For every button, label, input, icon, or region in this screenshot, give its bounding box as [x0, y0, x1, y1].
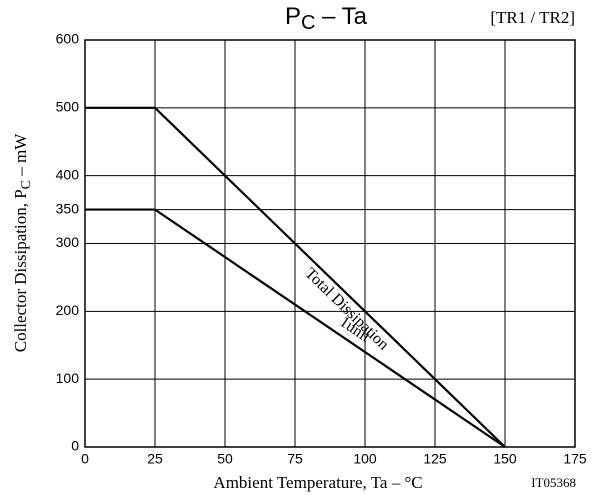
x-tick-label: 75 — [287, 451, 303, 467]
data-line — [85, 208, 506, 448]
data-line — [85, 106, 506, 448]
y-tick-label: 300 — [56, 234, 80, 250]
y-tick-label: 100 — [56, 370, 80, 386]
y-tick-label: 500 — [56, 99, 80, 115]
title-part: P — [285, 3, 301, 30]
x-tick-label: 0 — [81, 451, 89, 467]
x-tick-label: 175 — [563, 451, 587, 467]
figure-id: IT05368 — [531, 475, 576, 490]
title-subscript: C — [301, 12, 315, 34]
y-axis-label: Collector Dissipation, PC – mW — [11, 133, 34, 352]
y-tick-label: 350 — [56, 200, 80, 216]
y-tick-label: 200 — [56, 302, 80, 318]
x-axis-label: Ambient Temperature, Ta – °C — [213, 473, 422, 492]
x-tick-label: 25 — [147, 451, 163, 467]
x-tick-label: 50 — [217, 451, 233, 467]
y-tick-label: 400 — [56, 166, 80, 182]
y-tick-label: 0 — [71, 438, 79, 454]
label-subscript: C — [19, 180, 34, 189]
x-tick-label: 100 — [353, 451, 377, 467]
label-part: – mW — [11, 133, 30, 180]
title-part: – Ta — [315, 3, 367, 30]
label-part: Collector Dissipation, P — [11, 189, 30, 352]
x-tick-label: 150 — [493, 451, 517, 467]
y-tick-label: 600 — [56, 31, 80, 47]
x-tick-label: 125 — [423, 451, 447, 467]
subtitle: [TR1 / TR2] — [490, 8, 575, 27]
chart-title: PC – Ta — [285, 3, 368, 34]
